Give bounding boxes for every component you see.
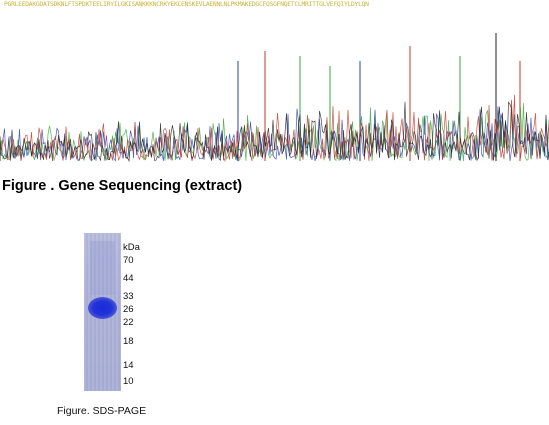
marker-18: 18: [123, 336, 134, 347]
gel-smear: [90, 241, 115, 295]
marker-22: 22: [123, 317, 134, 328]
figure-caption-sequencing: Figure . Gene Sequencing (extract): [2, 178, 243, 194]
marker-26: 26: [123, 304, 134, 315]
sds-page-gel-lane: [84, 233, 121, 391]
marker-14: 14: [123, 360, 134, 371]
trace-black: [0, 101, 549, 163]
marker-44: 44: [123, 273, 134, 284]
sequencing-chromatogram: [0, 33, 549, 163]
marker-33: 33: [123, 291, 134, 302]
marker-70: 70: [123, 255, 134, 266]
protein-band: [88, 297, 117, 319]
sequence-text: PGRLEEDAKGDATSDKNLFTSPDKTEELIRYILGKISANK…: [4, 1, 369, 8]
gel-unit-label: kDa: [123, 242, 140, 253]
marker-10: 10: [123, 376, 134, 387]
figure-caption-sds-page: Figure. SDS-PAGE: [57, 405, 147, 417]
